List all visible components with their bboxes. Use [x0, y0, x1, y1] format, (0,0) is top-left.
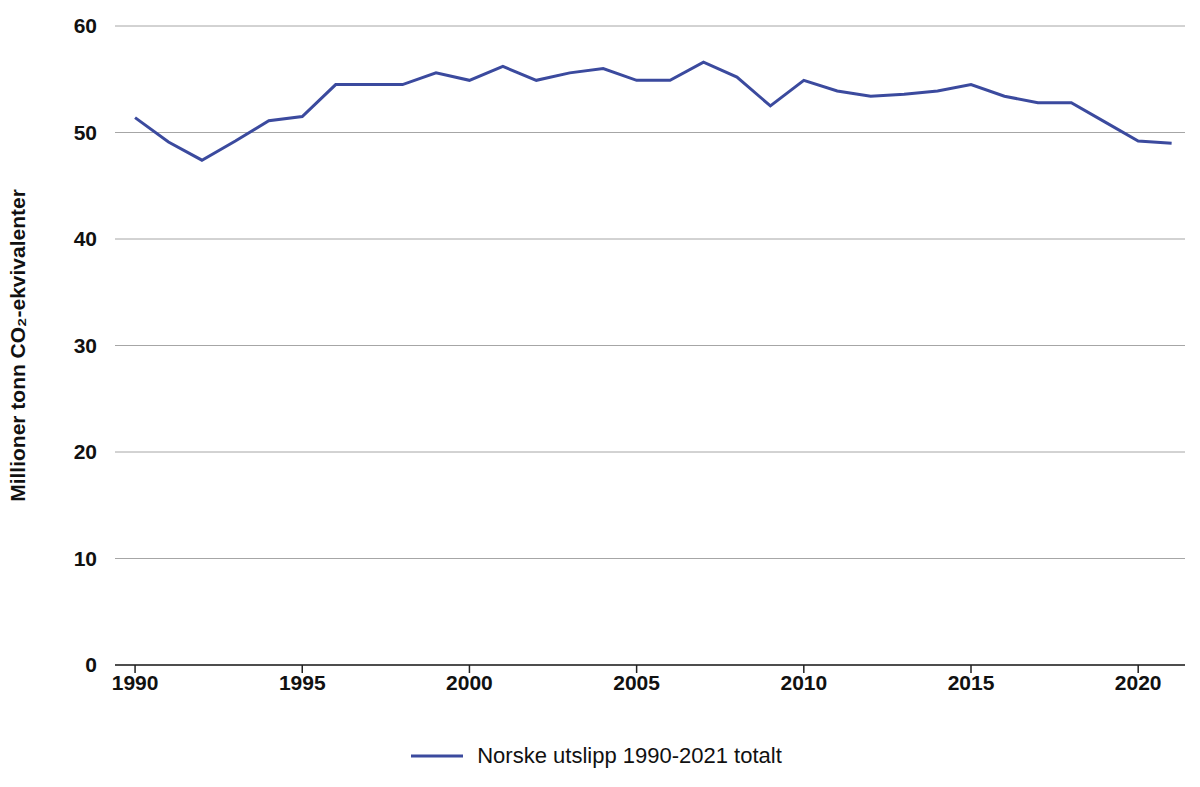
- svg-text:50: 50: [74, 121, 97, 144]
- svg-text:40: 40: [74, 227, 97, 250]
- html-text:Norske utslipp 1990-2021 total: Norske utslipp 1990-2021 totalt: [477, 743, 782, 768]
- svg-text:30: 30: [74, 334, 97, 357]
- svg-text:2005: 2005: [613, 671, 660, 694]
- svg-text:Millioner tonn CO₂-ekvivalente: Millioner tonn CO₂-ekvivalenter: [8, 189, 29, 502]
- svg-text:2020: 2020: [1115, 671, 1162, 694]
- svg-text:0: 0: [85, 653, 97, 676]
- svg-text:10: 10: [74, 547, 97, 570]
- svg-text:1990: 1990: [112, 671, 159, 694]
- svg-text:1995: 1995: [279, 671, 326, 694]
- svg-text:2015: 2015: [948, 671, 995, 694]
- svg-text:20: 20: [74, 440, 97, 463]
- svg-text:2010: 2010: [780, 671, 827, 694]
- svg-text:2000: 2000: [446, 671, 493, 694]
- svg-text:60: 60: [74, 14, 97, 37]
